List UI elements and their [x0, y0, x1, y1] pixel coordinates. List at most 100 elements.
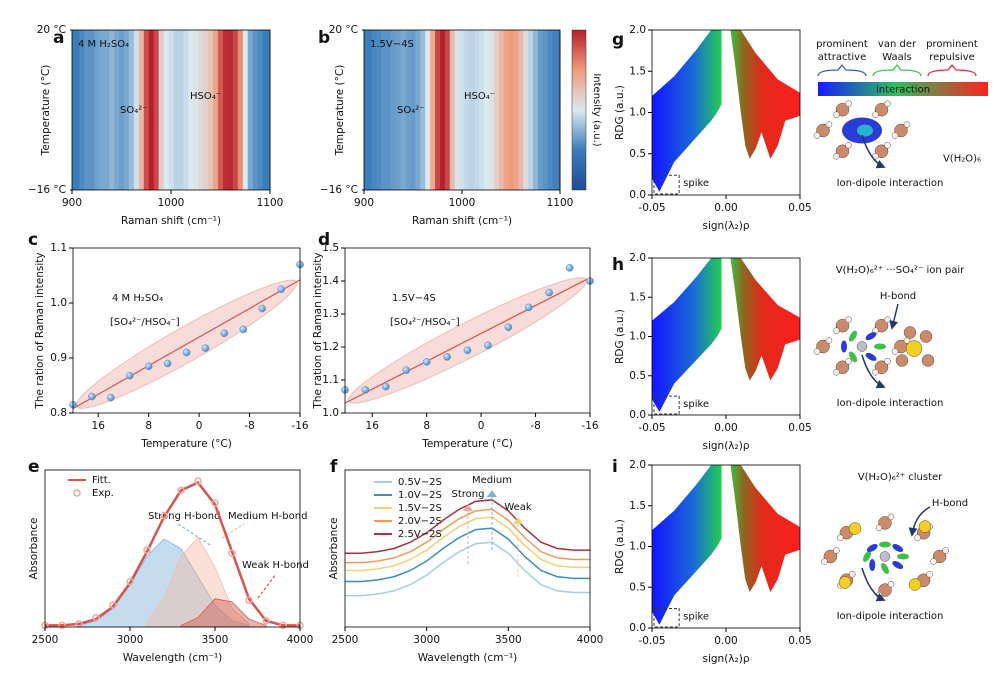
- heat-cell: [513, 30, 519, 190]
- data-point: [228, 549, 236, 557]
- scale-label: prominent: [926, 39, 978, 50]
- y-axis-label: RDG (a.u.): [614, 85, 626, 140]
- y-axis-label: Absorbance: [28, 517, 40, 579]
- heat-cell: [123, 30, 130, 190]
- heat-cell: [232, 30, 239, 190]
- atom: [833, 327, 840, 334]
- scale-label: repulsive: [929, 52, 975, 63]
- heat-cell: [227, 30, 234, 190]
- heat-cell: [528, 30, 534, 190]
- annotation: HSO₄⁻: [190, 91, 221, 102]
- y-tick-label: 2.0: [629, 252, 646, 264]
- legend-label: Exp.: [92, 488, 114, 499]
- heat-cell: [193, 30, 199, 190]
- y-tick-label: −16 °C: [320, 184, 358, 196]
- legend-label: 1.5V−2S: [398, 503, 442, 514]
- x-tick-label: 0: [478, 420, 485, 432]
- annotation: Medium: [472, 475, 512, 486]
- x-tick-label: -8: [244, 420, 254, 432]
- data-point: [92, 613, 100, 622]
- x-tick-label: 0: [196, 420, 203, 432]
- legend-label: Fitt.: [92, 475, 111, 486]
- iso-surface: [857, 124, 873, 137]
- heat-cell: [252, 30, 259, 190]
- heat-cell: [430, 30, 436, 190]
- atom: [894, 123, 908, 138]
- scale-label: attractive: [818, 52, 866, 63]
- heat-cell: [533, 30, 539, 190]
- atom: [845, 142, 852, 149]
- y-tick-label: 0.0: [629, 409, 646, 421]
- panel-letter: e: [28, 457, 40, 477]
- heat-cell: [119, 30, 125, 190]
- annotation: [SO₄²⁻/HSO₄⁻]: [390, 317, 460, 328]
- data-point: [163, 359, 172, 368]
- y-axis-label: RDG (a.u.): [614, 519, 626, 574]
- iso-surface: [892, 561, 904, 569]
- heat-cell: [143, 30, 150, 190]
- atom: [872, 369, 879, 376]
- heat-cell: [523, 30, 529, 190]
- heat-cell: [109, 30, 115, 190]
- data-point: [245, 596, 253, 605]
- scale-title: interaction: [876, 85, 930, 96]
- data-point: [545, 288, 554, 297]
- bond-label: H-bond: [880, 291, 916, 302]
- atom: [838, 576, 852, 589]
- heat-cell: [420, 30, 426, 190]
- x-tick-label: 3500: [202, 634, 229, 646]
- iso-surface: [869, 558, 876, 571]
- dipole-arrow: [861, 354, 886, 389]
- y-tick-label: 1.0: [322, 407, 339, 419]
- heat-cell: [153, 30, 160, 190]
- y-tick-label: 0.5: [629, 581, 646, 593]
- heat-cell: [376, 30, 382, 190]
- heat-cell: [366, 30, 372, 190]
- x-axis-label: sign(λ₂)ρ: [703, 220, 750, 232]
- x-tick-label: 0.00: [714, 635, 737, 647]
- spike-box: [653, 607, 680, 628]
- y-tick-label: 0.9: [50, 352, 67, 364]
- atom: [891, 348, 899, 355]
- data-point: [88, 392, 96, 401]
- y-tick-label: 0.0: [629, 189, 646, 201]
- data-point: [160, 511, 168, 520]
- x-tick-label: -0.05: [638, 635, 665, 647]
- x-tick-label: 1100: [257, 197, 284, 209]
- atom: [905, 340, 923, 357]
- iso-surface: [849, 330, 857, 342]
- data-point: [177, 486, 185, 495]
- data-point: [402, 366, 411, 374]
- x-axis-label: Raman shift (cm⁻¹): [412, 215, 512, 227]
- complex-label: V(H₂O)₆: [943, 154, 981, 165]
- atom: [874, 318, 889, 333]
- x-tick-label: 4000: [287, 634, 314, 646]
- atom: [884, 100, 891, 107]
- annotation-arrow: [487, 490, 497, 497]
- heat-cell: [138, 30, 145, 190]
- y-tick-label: 1.5: [629, 65, 646, 77]
- heat-cell: [547, 30, 554, 190]
- data-point: [125, 371, 134, 380]
- heat-cell: [99, 30, 105, 190]
- rdg-cloud: [730, 258, 800, 381]
- legend-marker: [73, 489, 81, 497]
- atom: [872, 111, 879, 118]
- y-tick-label: 1.4: [322, 275, 339, 287]
- data-point: [109, 601, 117, 609]
- spike-label: spike: [683, 178, 709, 189]
- x-tick-label: -0.05: [638, 202, 665, 214]
- heat-cell: [400, 30, 407, 190]
- heat-cell: [464, 30, 470, 190]
- data-line: [345, 508, 590, 564]
- data-point: [211, 499, 219, 507]
- heat-cell: [557, 30, 561, 190]
- data-point: [220, 329, 229, 338]
- y-tick-label: 2.0: [629, 24, 646, 36]
- heat-cell: [262, 30, 269, 190]
- annotation-arrow: [513, 517, 523, 524]
- heat-cell: [133, 30, 140, 190]
- iso-surface: [865, 352, 877, 361]
- legend-label: 2.5V−2S: [398, 529, 442, 540]
